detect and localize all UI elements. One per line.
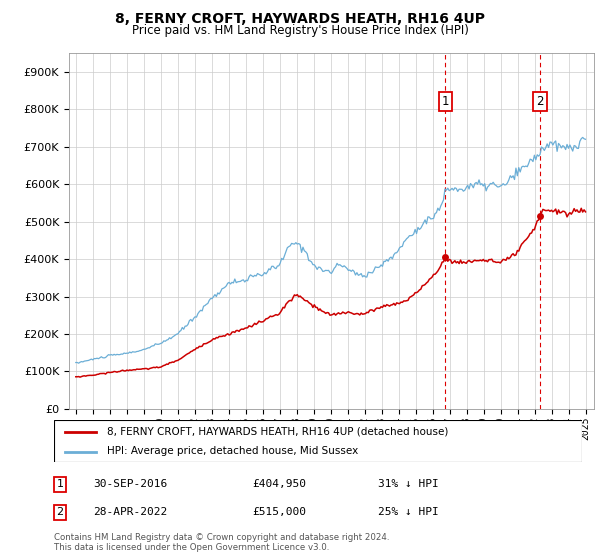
FancyBboxPatch shape [54,420,582,462]
Text: 31% ↓ HPI: 31% ↓ HPI [378,479,439,489]
Text: 1: 1 [442,95,449,109]
Text: Price paid vs. HM Land Registry's House Price Index (HPI): Price paid vs. HM Land Registry's House … [131,24,469,37]
Text: This data is licensed under the Open Government Licence v3.0.: This data is licensed under the Open Gov… [54,543,329,552]
Text: 2: 2 [536,95,544,109]
Text: 1: 1 [56,479,64,489]
Text: 30-SEP-2016: 30-SEP-2016 [93,479,167,489]
Text: 25% ↓ HPI: 25% ↓ HPI [378,507,439,517]
Text: Contains HM Land Registry data © Crown copyright and database right 2024.: Contains HM Land Registry data © Crown c… [54,533,389,542]
Text: £404,950: £404,950 [252,479,306,489]
Text: 2: 2 [56,507,64,517]
Text: 8, FERNY CROFT, HAYWARDS HEATH, RH16 4UP: 8, FERNY CROFT, HAYWARDS HEATH, RH16 4UP [115,12,485,26]
Text: HPI: Average price, detached house, Mid Sussex: HPI: Average price, detached house, Mid … [107,446,358,456]
Text: £515,000: £515,000 [252,507,306,517]
Text: 8, FERNY CROFT, HAYWARDS HEATH, RH16 4UP (detached house): 8, FERNY CROFT, HAYWARDS HEATH, RH16 4UP… [107,427,448,437]
Text: 28-APR-2022: 28-APR-2022 [93,507,167,517]
